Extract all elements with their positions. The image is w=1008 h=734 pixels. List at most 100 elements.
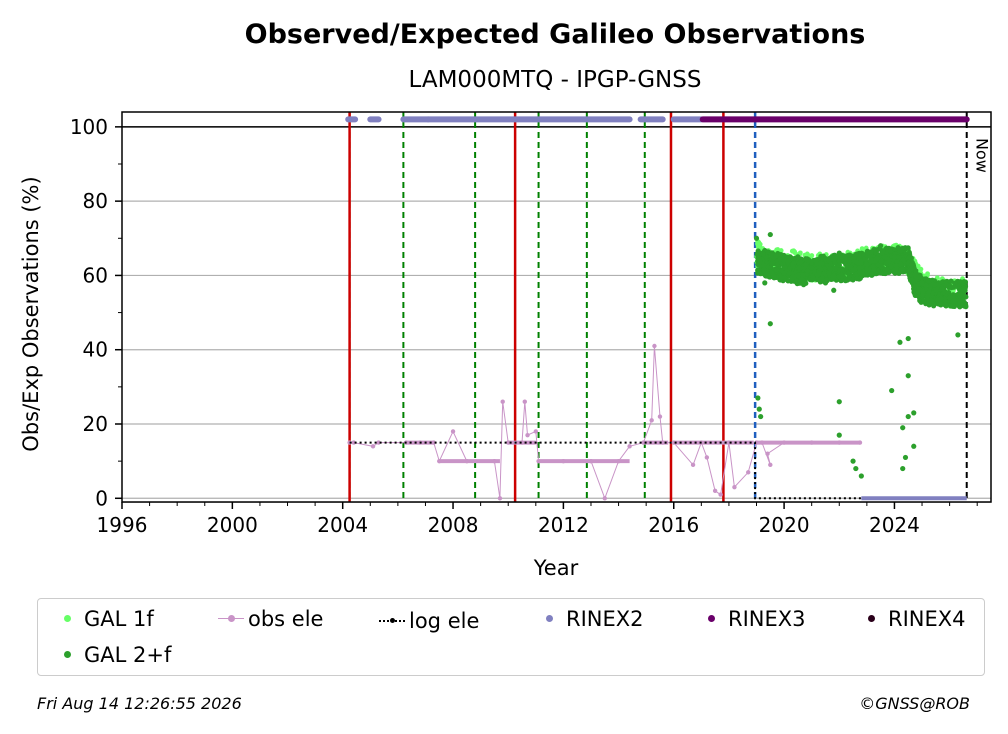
now-label: Now [973, 138, 992, 173]
obs-ele-point [464, 458, 470, 464]
gal-2f-point [868, 256, 874, 263]
gal-2f-point [933, 287, 939, 293]
obs-ele-point [536, 458, 541, 464]
gal-2f-point [887, 263, 894, 270]
gal-2f-point [943, 283, 949, 289]
gal-2f-point [797, 259, 803, 265]
gal-2f-point [909, 266, 915, 272]
legend-marker-gal-1f [54, 607, 80, 631]
gal-2f-point [854, 259, 860, 265]
gal-2f-point [782, 274, 788, 280]
gal-1f-point [789, 248, 795, 254]
gal-2f-point [935, 281, 941, 288]
gal-2f-point [920, 289, 926, 295]
gal-2f-point [925, 278, 931, 284]
gal-2f-point [831, 274, 837, 280]
gal-2f-point [850, 267, 856, 273]
gal-2f-point [832, 260, 838, 266]
legend-item-rinex3: RINEX3 [698, 607, 806, 631]
gal-2f-point [857, 269, 863, 275]
gal-2f-point [921, 298, 927, 304]
gal-2f-point [795, 254, 801, 260]
gal-2f-point [869, 271, 875, 277]
gal-2f-point [785, 258, 791, 264]
legend-item-gal-1f: GAL 1f [54, 607, 154, 631]
y-tick-label: 0 [95, 486, 108, 510]
gal-2f-point [761, 263, 767, 269]
gal-2f-point [809, 265, 815, 271]
obs-ele-point [781, 440, 787, 445]
x-tick-label: 2012 [538, 513, 589, 537]
y-tick-label: 40 [83, 338, 108, 362]
gal-2f-point [893, 269, 900, 275]
plot-frame [121, 111, 992, 503]
gal-2f-point [957, 279, 963, 285]
gal-2f-point [814, 260, 820, 267]
gal-2f-point [805, 268, 811, 274]
gal-2f-point [905, 335, 911, 342]
gal-2f-point [755, 395, 761, 401]
gal-2f-point [768, 252, 774, 258]
gal-2f-point [880, 248, 886, 254]
legend-marker-rinex2 [536, 607, 562, 631]
y-tick-label: 100 [70, 115, 108, 139]
gal-1f-point [804, 251, 810, 257]
legend-label-rinex2: RINEX2 [566, 607, 644, 631]
legend-label-gal-1f: GAL 1f [84, 607, 154, 631]
gal-2f-point [836, 262, 842, 268]
chart-subtitle: LAM000MTQ - IPGP-GNSS [409, 67, 702, 93]
x-tick-label: 2020 [759, 513, 810, 537]
obs-ele-point [712, 488, 718, 494]
gal-2f-point [836, 399, 842, 405]
gal-2f-point [762, 280, 768, 286]
gal-2f-point [865, 272, 871, 278]
gal-2f-point [853, 251, 859, 258]
obs-ele-point [759, 440, 765, 445]
gal-2f-point [938, 300, 944, 306]
legend-label-log-ele: log ele [409, 609, 480, 633]
legend-label-rinex4: RINEX4 [888, 607, 966, 631]
obs-ele-point [370, 444, 376, 449]
obs-ele-point [519, 440, 525, 445]
gal-2f-point [874, 255, 880, 262]
gal-2f-point [853, 465, 859, 472]
gal-2f-point [858, 473, 864, 479]
gal-2f-point [911, 410, 917, 416]
x-tick-label: 2004 [317, 513, 368, 537]
gal-2f-point [803, 262, 809, 268]
obs-ele-point [602, 496, 607, 501]
obs-ele-point [690, 462, 696, 468]
obs-ele-point [660, 440, 665, 445]
x-axis-label: Year [533, 556, 579, 580]
x-tick-label: 2016 [648, 513, 699, 537]
obs-ele-point [437, 458, 442, 464]
gal-2f-point [942, 302, 948, 308]
gal-2f-point [961, 303, 967, 309]
gal-2f-point [948, 303, 954, 309]
obs-ele-point [765, 451, 770, 456]
obs-ele-point [746, 470, 751, 475]
gal-2f-point [960, 287, 967, 293]
gal-2f-point [883, 260, 889, 266]
legend-marker-rinex3 [698, 607, 724, 631]
gal-2f-point [858, 258, 864, 264]
gal-2f-point [906, 254, 912, 261]
obs-ele-point [500, 399, 505, 404]
obs-ele-point [732, 484, 737, 490]
gal-2f-point [823, 256, 829, 262]
gal-2f-point [760, 251, 766, 257]
gal-2f-point [799, 272, 806, 278]
gal-2f-point [902, 454, 909, 461]
obs-ele-point [351, 440, 356, 445]
obs-ele-point [525, 432, 530, 438]
gal-2f-point [905, 413, 911, 420]
chart-title: Observed/Expected Galileo Observations [245, 19, 866, 50]
gal-2f-point [831, 287, 837, 293]
legend-label-obs-ele: obs ele [248, 607, 324, 631]
obs-ele-line [349, 345, 860, 500]
obs-ele-point [533, 429, 539, 434]
gal-2f-point [817, 276, 823, 283]
gal-2f-point [887, 248, 894, 254]
gal-2f-point [864, 250, 870, 256]
gal-2f-point [947, 295, 953, 301]
